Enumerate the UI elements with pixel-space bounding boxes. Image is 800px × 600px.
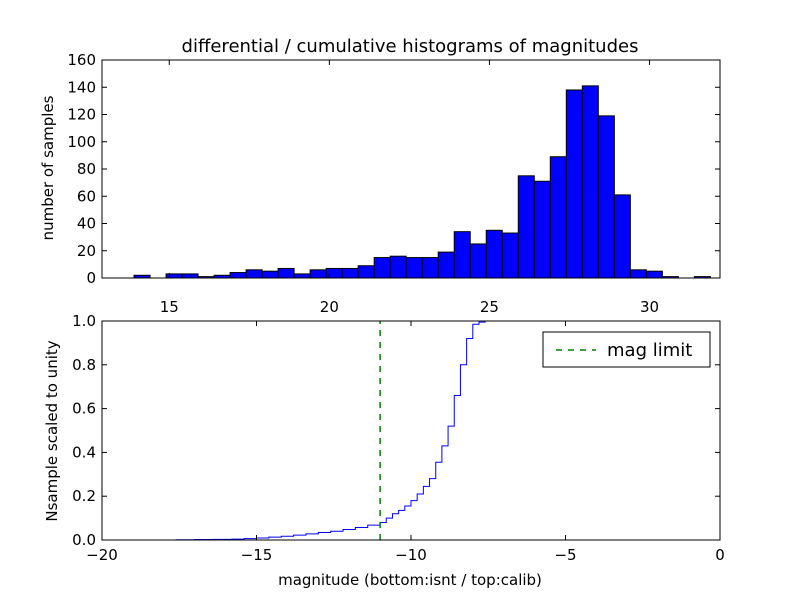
histogram-bar <box>533 180 551 279</box>
legend: mag limit <box>542 331 711 368</box>
top-y-tick-label: 40 <box>77 215 96 233</box>
cumulative-lines <box>102 320 721 541</box>
top-y-tick-label: 140 <box>67 78 96 96</box>
figure-title: differential / cumulative histograms of … <box>182 36 639 57</box>
bottom-y-tick-label: 1.0 <box>72 312 96 330</box>
bottom-x-tick-label: −5 <box>554 546 576 564</box>
bottom-y-tick-label: 0.6 <box>72 400 96 418</box>
bottom-x-tick-label: 0 <box>715 546 725 564</box>
bottom-x-axis-label: magnitude (bottom:isnt / top:calib) <box>278 571 542 589</box>
top-x-tick-label: 15 <box>160 298 179 316</box>
top-y-tick-label: 80 <box>77 160 96 178</box>
top-y-tick-label: 0 <box>86 269 96 287</box>
cumulative-histogram-panel: −20 −15 −10 −5 0 0.0 0.2 0.4 0.6 0.8 1.0 magnitud… <box>43 312 725 589</box>
histogram-bar <box>613 194 631 279</box>
bottom-y-axis-label: Nsample scaled to unity <box>43 340 61 521</box>
histogram-bar <box>309 269 327 279</box>
top-x-ticks: 15 20 25 30 <box>160 60 659 316</box>
top-axes-frame <box>101 59 721 279</box>
top-y-tick-label: 160 <box>67 51 96 69</box>
histogram-bar <box>469 243 487 279</box>
histogram-bar <box>565 89 583 279</box>
histogram-bar <box>181 273 199 279</box>
bottom-x-tick-label: −20 <box>86 546 118 564</box>
top-y-tick-label: 60 <box>77 187 96 205</box>
histogram-bar <box>229 272 247 279</box>
histogram-bar <box>277 267 295 279</box>
bottom-x-ticks: −20 −15 −10 −5 0 <box>86 321 725 564</box>
histogram-bar <box>261 270 279 279</box>
top-x-tick-label: 20 <box>320 298 339 316</box>
bottom-axes-frame <box>101 320 721 541</box>
histogram-bar <box>389 255 407 279</box>
top-y-tick-label: 100 <box>67 133 96 151</box>
cumulative-step-line <box>102 320 721 541</box>
histogram-bar <box>373 257 391 279</box>
top-x-tick-label: 30 <box>640 298 659 316</box>
histogram-bar <box>325 267 343 279</box>
legend-mag-limit-label: mag limit <box>607 340 692 361</box>
bottom-x-tick-label: −10 <box>395 546 427 564</box>
histogram-bar <box>517 175 535 279</box>
histogram-bar <box>357 265 375 279</box>
histogram-bar <box>501 232 519 279</box>
bottom-y-tick-label: 0.4 <box>72 443 96 461</box>
bottom-y-ticks: 0.0 0.2 0.4 0.6 0.8 1.0 <box>72 312 720 549</box>
histogram-bar <box>645 270 663 279</box>
bottom-y-tick-label: 0.0 <box>72 531 96 549</box>
histogram-bar <box>437 251 455 279</box>
histogram-bar <box>485 229 503 279</box>
histogram-bar <box>165 273 183 279</box>
histogram-bar <box>581 85 599 279</box>
top-y-axis-label: number of samples <box>39 95 57 240</box>
histogram-bar <box>597 115 615 279</box>
top-x-tick-label: 25 <box>480 298 499 316</box>
top-y-ticks: 0 20 40 60 80 100 120 140 160 <box>67 51 720 287</box>
histogram-bar <box>293 273 311 279</box>
bottom-y-tick-label: 0.2 <box>72 487 96 505</box>
bottom-x-tick-label: −15 <box>241 546 273 564</box>
histogram-bar <box>245 269 263 279</box>
histogram-bar <box>549 156 567 279</box>
histogram-bar <box>421 257 439 279</box>
differential-histogram-panel: differential / cumulative histograms of … <box>39 36 721 316</box>
bottom-y-tick-label: 0.8 <box>72 356 96 374</box>
histogram-bar <box>453 231 471 279</box>
top-y-tick-label: 20 <box>77 242 96 260</box>
histogram-bar <box>629 269 647 279</box>
top-y-tick-label: 120 <box>67 106 96 124</box>
histogram-bar <box>405 257 423 279</box>
histogram-bar <box>341 267 359 279</box>
